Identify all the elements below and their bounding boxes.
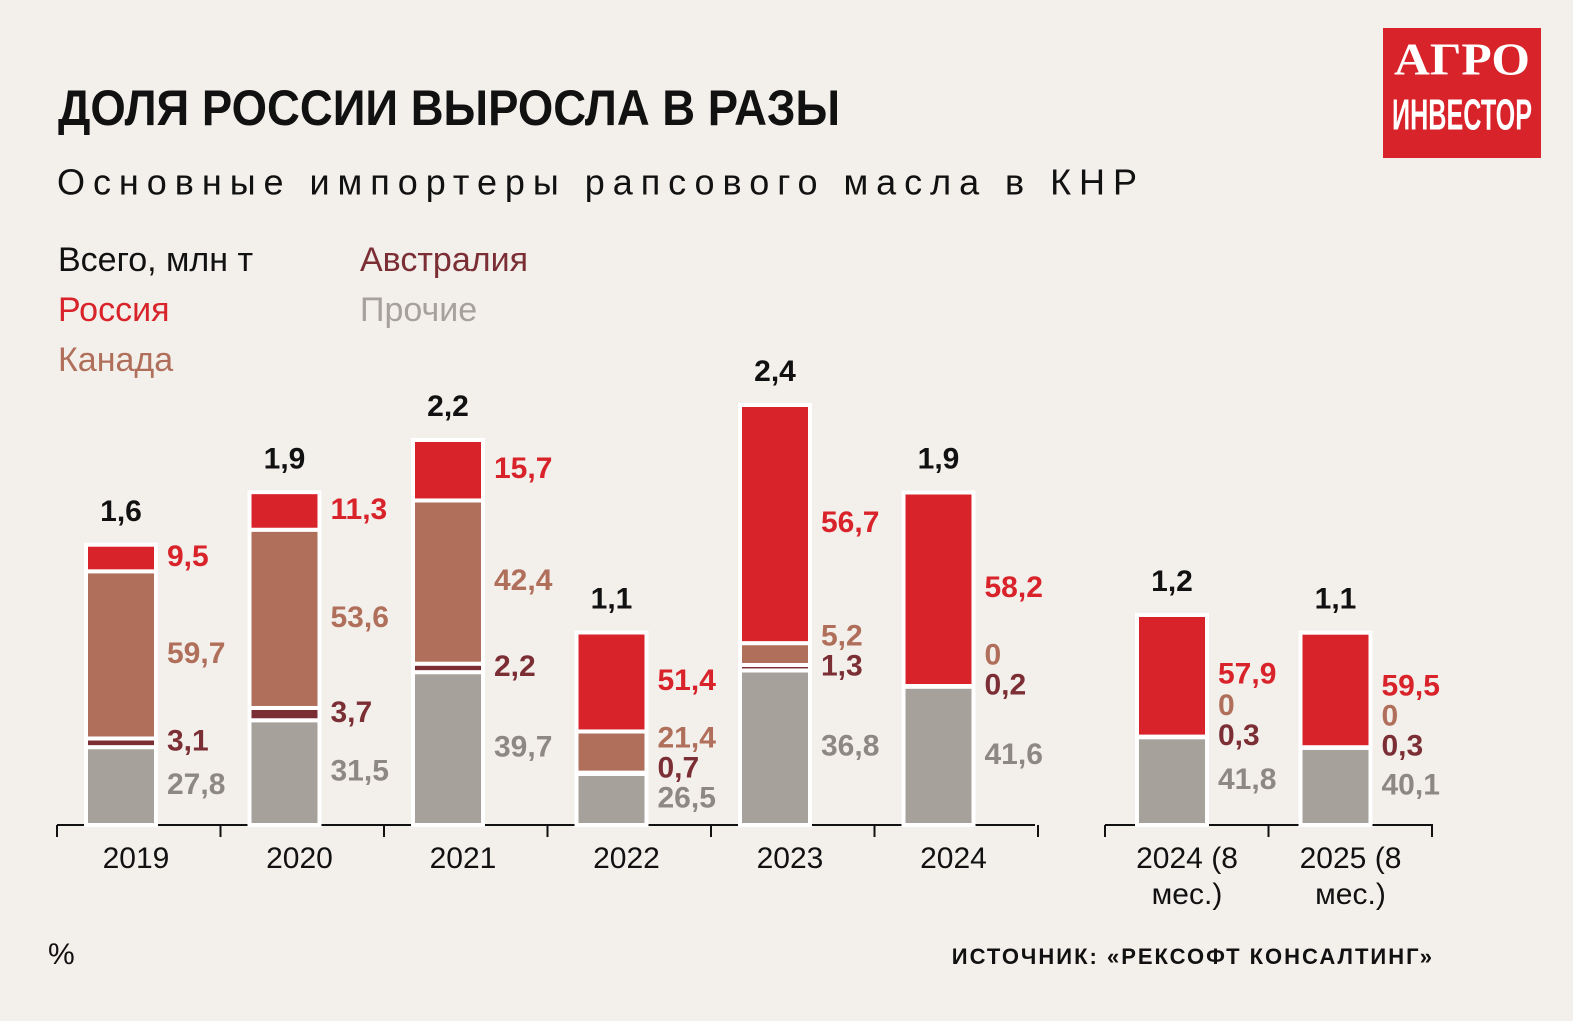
value-label: 0,3 — [1382, 729, 1424, 762]
value-label: 31,5 — [331, 755, 389, 788]
total-label: 1,9 — [918, 442, 960, 475]
value-label: 1,3 — [821, 650, 863, 683]
bar-segment — [411, 670, 485, 828]
total-label: 1,9 — [264, 442, 306, 475]
value-label: 36,8 — [821, 730, 879, 763]
value-label: 41,8 — [1218, 763, 1276, 796]
legend-entry: Прочие — [360, 291, 477, 329]
logo-text: ИНВЕСТОР — [1392, 91, 1532, 140]
value-label: 51,4 — [658, 664, 717, 697]
chart-subtitle: Основные импортеры рапсового масла в КНР — [57, 162, 1137, 203]
total-label: 1,6 — [100, 495, 142, 528]
legend-entry: Всего, млн т — [58, 241, 253, 279]
value-label: 42,4 — [494, 564, 553, 597]
value-label: 27,8 — [167, 768, 225, 801]
bar-segment — [1298, 630, 1373, 750]
value-label: 0,2 — [985, 668, 1027, 701]
bar-segment — [247, 490, 322, 532]
bar-segment — [1135, 613, 1209, 739]
bar-segment — [1298, 745, 1373, 827]
legend-entry: Австралия — [360, 241, 528, 279]
source: ИСТОЧНИК: «РЕКСОФТ КОНСАЛТИНГ» — [952, 944, 1434, 969]
value-label: 0 — [985, 638, 1002, 671]
value-label: 41,6 — [985, 738, 1043, 771]
total-label: 1,1 — [1315, 582, 1357, 615]
bar-segment — [411, 498, 485, 666]
bar-segment — [84, 745, 158, 827]
bar-segment — [738, 668, 812, 827]
value-label: 26,5 — [658, 781, 716, 814]
bar-segment — [901, 490, 976, 689]
legend-entry: Россия — [58, 291, 170, 329]
bar-segment — [247, 527, 322, 710]
value-label: 59,5 — [1382, 669, 1440, 702]
x-tick-label: 2020 — [266, 842, 333, 875]
value-label: 9,5 — [167, 540, 209, 573]
value-label: 39,7 — [494, 730, 552, 763]
value-label: 21,4 — [658, 721, 717, 754]
legend-entry: Канада — [58, 341, 173, 379]
x-tick-label: 2023 — [756, 842, 824, 875]
total-label: 2,2 — [427, 390, 469, 423]
value-label: 2,2 — [494, 650, 536, 683]
value-label: 59,7 — [167, 637, 225, 670]
x-tick-label: 2024 (8 мес.) — [1136, 842, 1238, 911]
total-label: 1,1 — [591, 582, 633, 615]
bar-segment — [84, 569, 158, 741]
value-label: 11,3 — [331, 493, 388, 526]
bar-segment — [84, 542, 158, 574]
logo-text: АГРО — [1394, 34, 1530, 85]
x-tick-label: 2022 — [593, 842, 660, 875]
x-tick-label: 2024 — [920, 842, 987, 875]
total-label: 2,4 — [754, 355, 796, 388]
value-label: 3,7 — [331, 696, 373, 729]
value-label: 0,7 — [658, 751, 700, 784]
bar-segment — [574, 630, 649, 734]
bar-segment — [411, 438, 485, 503]
value-label: 0,3 — [1218, 719, 1260, 752]
bar-segment — [574, 729, 649, 775]
chart-title: ДОЛЯ РОССИИ ВЫРОСЛА В РАЗЫ — [58, 80, 840, 136]
bar-segment — [738, 403, 812, 646]
total-label: 1,2 — [1151, 565, 1193, 598]
value-label: 0 — [1218, 689, 1235, 722]
logo-box — [1383, 28, 1541, 158]
bar-segment — [247, 718, 322, 828]
x-tick-label: 2025 (8 мес.) — [1299, 842, 1402, 911]
value-label: 53,6 — [331, 601, 389, 634]
value-label: 3,1 — [167, 725, 209, 758]
bar-segment — [901, 684, 976, 827]
value-label: 15,7 — [494, 452, 552, 485]
value-label: 58,2 — [985, 571, 1043, 604]
value-label: 57,9 — [1218, 658, 1276, 691]
value-label: 40,1 — [1382, 768, 1440, 801]
value-label: 56,7 — [821, 506, 879, 539]
value-label: 0 — [1382, 699, 1399, 732]
bar-segment — [574, 771, 649, 827]
bar-segment — [738, 641, 812, 667]
unit-note: % — [48, 938, 75, 971]
x-tick-label: 2021 — [429, 842, 497, 875]
bar-segment — [1135, 735, 1209, 827]
x-tick-label: 2019 — [102, 842, 170, 875]
value-label: 5,2 — [821, 620, 863, 653]
